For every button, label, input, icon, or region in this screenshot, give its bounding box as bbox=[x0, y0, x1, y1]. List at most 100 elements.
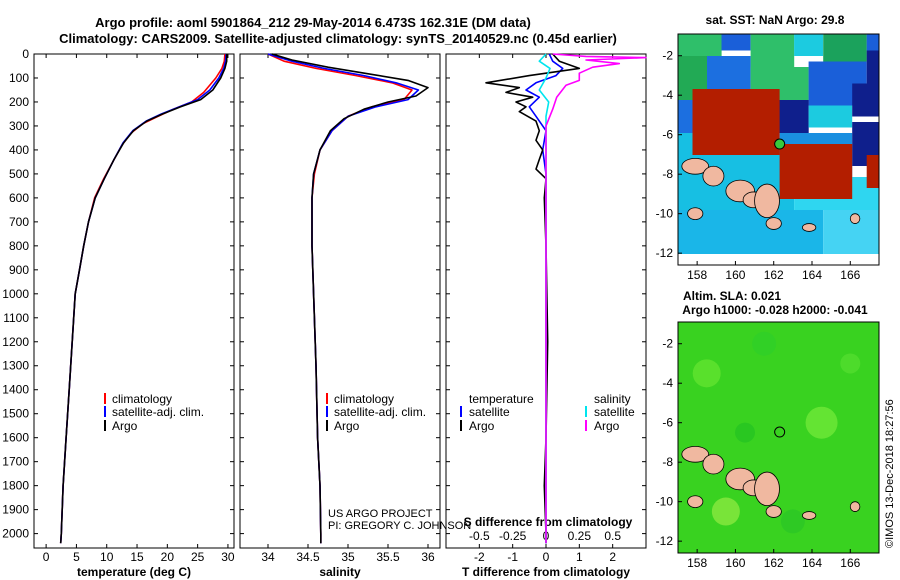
difference-legend: temperature satellite Argo salinity sate… bbox=[460, 392, 635, 433]
depth-tick-label: 500 bbox=[9, 167, 29, 181]
temp-xtick-label: 10 bbox=[100, 550, 114, 564]
sla-argo-position-marker bbox=[774, 426, 786, 438]
depth-tick-label: 600 bbox=[9, 191, 29, 205]
sla-island bbox=[754, 471, 780, 507]
sal-x-axis-label: salinity bbox=[319, 565, 361, 579]
legend-satellite-label: satellite-adj. clim. bbox=[112, 405, 204, 419]
sla-map-xtick-label: 158 bbox=[687, 556, 707, 570]
sla-patch bbox=[780, 509, 805, 534]
figure-title-line1: Argo profile: aoml 5901864_212 29-May-20… bbox=[95, 15, 531, 30]
legend-sal-climatology-label: climatology bbox=[334, 392, 394, 406]
sal-plot-frame bbox=[239, 53, 441, 549]
sla-island bbox=[802, 511, 817, 520]
diff-series-s-argo bbox=[545, 53, 647, 544]
depth-tick-label: 900 bbox=[9, 263, 29, 277]
sst-cell bbox=[721, 34, 751, 51]
depth-tick-label: 2000 bbox=[2, 527, 29, 541]
temp-series-argo bbox=[59, 54, 228, 544]
legend-t-argo-label: Argo bbox=[469, 419, 495, 433]
salinity-panel: 34 34.5 35 35.5 36 salinity bbox=[239, 53, 441, 579]
depth-tick-label: 1900 bbox=[2, 503, 29, 517]
sst-map-title: sat. SST: NaN Argo: 29.8 bbox=[706, 13, 845, 27]
sla-patch bbox=[840, 353, 861, 374]
sla-map-title-line2: Argo h1000: -0.028 h2000: -0.041 bbox=[682, 303, 868, 317]
diff-x-axis-label: T difference from climatology bbox=[462, 565, 630, 579]
sst-cell bbox=[823, 34, 867, 62]
depth-axis: 0 100 200 300 400 500 600 700 800 900 1000 1100 1200… bbox=[2, 47, 29, 541]
depth-tick-label: 1600 bbox=[2, 431, 29, 445]
sla-map-ytick-label: -4 bbox=[662, 376, 673, 390]
sst-map-xtick-label: 158 bbox=[687, 268, 707, 282]
sst-island bbox=[681, 157, 710, 175]
depth-tick-label: 700 bbox=[9, 215, 29, 229]
legend-s-satellite-label: satellite bbox=[594, 405, 635, 419]
diff-xtick-label: 2 bbox=[609, 550, 616, 564]
legend-salinity-title: salinity bbox=[594, 392, 631, 406]
diff-xtick-label: -1 bbox=[507, 550, 518, 564]
timestamp: ©IMOS 13-Dec-2018 18:27:56 bbox=[884, 399, 896, 548]
sla-map: -2 -4 -6 -8 -10 -12 158 160 162 164 166 bbox=[656, 321, 880, 570]
sst-map-xtick-label: 166 bbox=[840, 268, 860, 282]
sla-island bbox=[849, 501, 861, 512]
sst-island bbox=[765, 217, 782, 230]
legend-sal-satellite-label: satellite-adj. clim. bbox=[334, 405, 426, 419]
sla-map-xtick-label: 166 bbox=[840, 556, 860, 570]
sla-map-ytick-label: -6 bbox=[662, 416, 673, 430]
sst-cell bbox=[678, 34, 722, 56]
depth-tick-label: 1000 bbox=[2, 287, 29, 301]
sst-cell bbox=[779, 144, 853, 199]
sla-patch bbox=[692, 359, 721, 388]
sst-argo-position-marker bbox=[774, 138, 786, 150]
credit-project: US ARGO PROJECT bbox=[328, 508, 433, 520]
sst-map-frame bbox=[677, 33, 880, 266]
sst-map-ytick-label: -10 bbox=[656, 207, 674, 221]
sst-map-ytick-label: -12 bbox=[656, 246, 674, 260]
sst-map-ytick-label: -8 bbox=[662, 167, 673, 181]
sst-cell bbox=[707, 56, 751, 89]
depth-tick-label: 100 bbox=[9, 71, 29, 85]
sst-cell bbox=[678, 210, 824, 254]
sst-cell bbox=[750, 34, 795, 67]
diff-x2tick-label: 0.25 bbox=[568, 529, 592, 543]
depth-tick-label: 1800 bbox=[2, 479, 29, 493]
depth-tick-label: 1700 bbox=[2, 455, 29, 469]
temp-xtick-label: 25 bbox=[191, 550, 205, 564]
legend-sal-argo-label: Argo bbox=[334, 419, 360, 433]
sla-map-xtick-label: 160 bbox=[725, 556, 745, 570]
depth-tick-label: 800 bbox=[9, 239, 29, 253]
temp-plot-frame bbox=[33, 53, 235, 549]
temp-xtick-label: 20 bbox=[161, 550, 175, 564]
temp-xtick-label: 15 bbox=[130, 550, 144, 564]
temp-xtick-label: 0 bbox=[43, 550, 50, 564]
sla-patch bbox=[711, 497, 740, 526]
sal-xtick-label: 36 bbox=[421, 550, 435, 564]
legend-temperature-title: temperature bbox=[469, 392, 534, 406]
figure-title-line2: Climatology: CARS2009. Satellite-adjuste… bbox=[59, 31, 617, 46]
sal-xtick-label: 35.5 bbox=[376, 550, 400, 564]
credit-pi: PI: GREGORY C. JOHNSON bbox=[328, 520, 471, 532]
sla-patch bbox=[805, 406, 838, 439]
sst-map-ytick-label: -6 bbox=[662, 128, 673, 142]
depth-tick-label: 400 bbox=[9, 143, 29, 157]
depth-tick-label: 1300 bbox=[2, 359, 29, 373]
sst-map: -2 -4 -6 -8 -10 -12 158 160 162 164 166 bbox=[656, 33, 880, 282]
temp-x-axis-label: temperature (deg C) bbox=[77, 565, 191, 579]
sst-cell bbox=[852, 83, 879, 117]
temperature-panel: 0 5 10 15 20 25 30 temperature (deg C) bbox=[33, 53, 235, 579]
diff-x2tick-label: -0.5 bbox=[469, 529, 490, 543]
sla-map-ytick-label: -10 bbox=[656, 495, 674, 509]
sst-map-xtick-label: 160 bbox=[725, 268, 745, 282]
sal-series-argo bbox=[271, 53, 429, 544]
sla-map-ytick-label: -8 bbox=[662, 455, 673, 469]
temperature-legend: climatology satellite-adj. clim. Argo bbox=[104, 392, 204, 433]
depth-tick-label: 1100 bbox=[3, 311, 29, 325]
sst-island bbox=[802, 223, 817, 232]
sla-map-xtick-label: 164 bbox=[802, 556, 822, 570]
sst-island bbox=[702, 165, 725, 187]
sla-map-ytick-label: -12 bbox=[656, 534, 674, 548]
sst-cell bbox=[692, 89, 780, 155]
diff-x2tick-label: 0.5 bbox=[604, 529, 621, 543]
depth-tick-label: 1200 bbox=[2, 335, 29, 349]
diff-xtick-label: 0 bbox=[543, 550, 550, 564]
